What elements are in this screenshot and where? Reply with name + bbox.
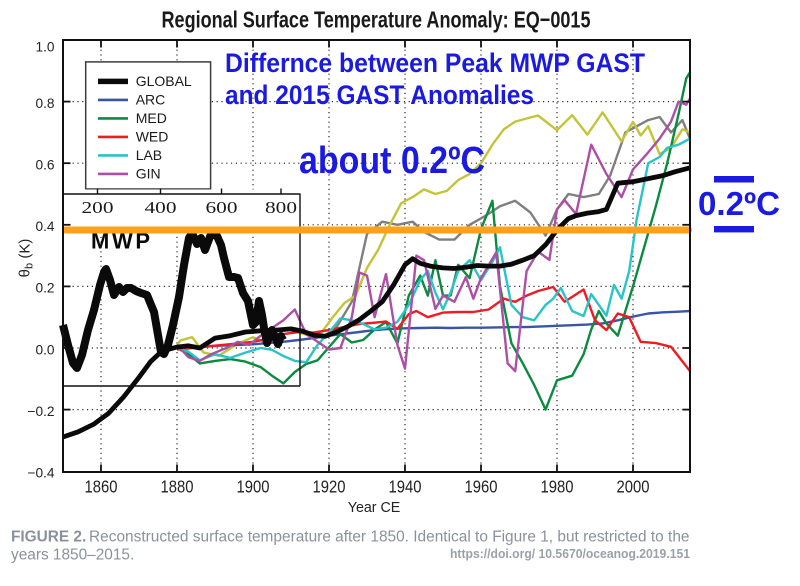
svg-text:years 1850–2015.: years 1850–2015. <box>11 547 134 564</box>
svg-text:0.0: 0.0 <box>35 342 54 357</box>
svg-text:2000: 2000 <box>617 477 650 497</box>
svg-text:600: 600 <box>206 198 238 217</box>
svg-text:WED: WED <box>136 129 169 145</box>
svg-text:GIN: GIN <box>136 166 161 182</box>
svg-text:−0.2: −0.2 <box>27 404 54 419</box>
svg-text:Year CE: Year CE <box>348 499 401 516</box>
svg-text:1900: 1900 <box>237 477 270 497</box>
svg-text:0.2ºC: 0.2ºC <box>698 185 780 222</box>
svg-text:1940: 1940 <box>389 477 422 497</box>
svg-text:400: 400 <box>145 198 177 217</box>
svg-text:Reconstructed surface temperat: Reconstructed surface temperature after … <box>89 529 690 546</box>
svg-text:LAB: LAB <box>136 147 162 163</box>
svg-text:Regional Surface Temperature A: Regional Surface Temperature Anomaly: EQ… <box>162 7 591 33</box>
svg-text:1880: 1880 <box>161 477 194 497</box>
svg-text:1.0: 1.0 <box>35 40 54 55</box>
svg-text:1920: 1920 <box>313 477 346 497</box>
svg-text:0.8: 0.8 <box>35 96 54 111</box>
svg-text:about 0.2ºC: about 0.2ºC <box>299 140 485 182</box>
svg-text:1980: 1980 <box>541 477 574 497</box>
svg-text:0.2: 0.2 <box>35 281 54 296</box>
svg-text:GLOBAL: GLOBAL <box>136 73 192 89</box>
svg-text:1860: 1860 <box>85 477 118 497</box>
svg-text:1960: 1960 <box>465 477 498 497</box>
svg-text:200: 200 <box>82 198 114 217</box>
svg-text:0.4: 0.4 <box>35 219 54 234</box>
svg-text:−0.4: −0.4 <box>27 466 54 481</box>
svg-text:FIGURE 2.: FIGURE 2. <box>11 529 86 546</box>
svg-text:https://doi.org/ 10.5670/ocean: https://doi.org/ 10.5670/oceanog.2019.15… <box>450 546 690 561</box>
svg-text:800: 800 <box>265 198 297 217</box>
svg-text:0.6: 0.6 <box>35 158 54 173</box>
svg-text:MED: MED <box>136 110 167 126</box>
svg-text:and 2015 GAST Anomalies: and 2015 GAST Anomalies <box>225 80 534 110</box>
svg-text:ARC: ARC <box>136 92 166 108</box>
svg-text:Differnce between Peak MWP GAS: Differnce between Peak MWP GAST <box>225 48 645 78</box>
svg-text:θb (K): θb (K) <box>17 239 36 278</box>
